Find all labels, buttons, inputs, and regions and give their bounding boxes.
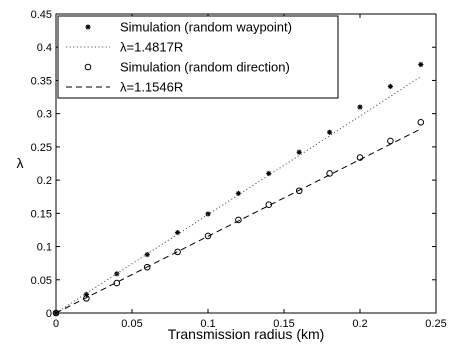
- y-tick-label: 0.05: [31, 275, 52, 287]
- y-tick-label: 0.25: [31, 142, 52, 154]
- star-marker: [387, 83, 393, 90]
- legend-box: [57, 15, 339, 99]
- circle-marker: [326, 170, 333, 177]
- circle-marker: [356, 154, 364, 161]
- circle-marker: [204, 232, 212, 240]
- legend-label: λ=1.1546R: [120, 80, 183, 95]
- legend-item: Simulation (random direction): [84, 60, 290, 75]
- circle-marker: [52, 309, 60, 317]
- star-marker: [418, 61, 424, 68]
- x-tick-label: 0.1: [200, 318, 215, 330]
- circle-marker: [84, 63, 92, 71]
- star-marker: [85, 24, 91, 30]
- series-1: [55, 76, 422, 314]
- circle-marker: [174, 248, 181, 256]
- y-tick-label: 0.1: [37, 242, 52, 254]
- y-tick-label: 0.45: [31, 9, 52, 21]
- circle-marker: [235, 216, 242, 224]
- x-tick-label: 0: [53, 318, 59, 330]
- star-marker: [144, 251, 150, 258]
- circle-marker: [143, 263, 151, 271]
- legend-label: λ=1.4817R: [120, 40, 183, 55]
- x-tick-label: 0.25: [425, 318, 446, 330]
- y-tick-label: 0.15: [31, 208, 52, 220]
- y-tick-label: 0.4: [37, 42, 52, 54]
- legend-item: λ=1.1546R: [66, 80, 183, 95]
- legend-item: λ=1.4817R: [66, 40, 183, 55]
- x-tick-label: 0.15: [273, 318, 294, 330]
- circle-marker: [113, 279, 121, 287]
- y-tick-label: 0.3: [37, 109, 52, 121]
- star-marker: [357, 104, 363, 110]
- star-marker: [205, 211, 211, 217]
- y-axis-label: λ: [17, 155, 24, 171]
- axes: 0 0.05 0.1 0.15 0.2 0.25 0 0.05 0.1 0.15 0.2 0.25 0.…: [31, 9, 447, 330]
- circle-marker: [417, 119, 425, 126]
- legend: Simulation (random waypoint) λ=1.4817R Sim…: [57, 15, 339, 99]
- series-0: [53, 61, 424, 316]
- legend-label: Simulation (random direction): [120, 60, 290, 75]
- circle-marker: [83, 295, 90, 302]
- x-axis-label: Transmission radius (km): [168, 326, 325, 342]
- y-tick-label: 0.2: [37, 175, 52, 187]
- circle-marker: [295, 187, 303, 195]
- series-line: [55, 76, 422, 314]
- star-marker: [296, 149, 302, 155]
- star-marker: [327, 129, 333, 135]
- series-line: [55, 128, 422, 314]
- legend-item: Simulation (random waypoint): [85, 20, 292, 35]
- x-tick-label: 0.05: [121, 318, 142, 330]
- series-3: [55, 128, 422, 314]
- y-tick-label: 0.35: [31, 75, 52, 87]
- series-layer: [52, 61, 425, 317]
- x-tick-label: 0.2: [352, 318, 367, 330]
- legend-label: Simulation (random waypoint): [120, 20, 292, 35]
- y-tick-label: 0: [46, 308, 52, 320]
